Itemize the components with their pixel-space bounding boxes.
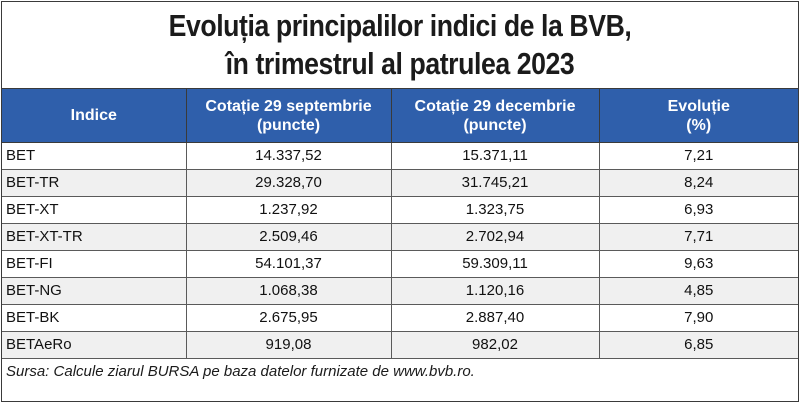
cell-cotatie-decembrie: 982,02 [390, 331, 600, 359]
page-title: Evoluția principalilor indici de la BVB,… [2, 2, 798, 88]
header-cotatie-septembrie-label: Cotație 29 septembrie [205, 97, 372, 115]
cell-cotatie-septembrie: 54.101,37 [185, 250, 392, 278]
table-row: BET-FI 54.101,37 59.309,11 9,63 [2, 250, 798, 278]
table-row: BET-XT-TR 2.509,46 2.702,94 7,71 [2, 223, 798, 251]
header-cotatie-decembrie: Cotație 29 decembrie (puncte) [390, 88, 600, 143]
cell-indice: BET-NG [2, 277, 187, 305]
header-cotatie-decembrie-unit: (puncte) [463, 116, 527, 134]
cell-indice: BET-FI [2, 250, 187, 278]
table-row: BET-NG 1.068,38 1.120,16 4,85 [2, 277, 798, 305]
header-evolutie-label: Evoluție [667, 97, 730, 115]
cell-indice: BETAeRo [2, 331, 187, 359]
cell-cotatie-septembrie: 1.237,92 [185, 196, 392, 224]
title-line-2: în trimestrul al patrulea 2023 [225, 46, 575, 81]
cell-cotatie-decembrie: 2.887,40 [390, 304, 600, 332]
cell-evolutie: 9,63 [598, 250, 798, 278]
indices-table: Indice Cotație 29 septembrie (puncte) Co… [2, 88, 798, 359]
cell-evolutie: 6,93 [598, 196, 798, 224]
cell-cotatie-decembrie: 15.371,11 [390, 142, 600, 170]
source-note: Sursa: Calcule ziarul BURSA pe baza date… [6, 363, 475, 380]
cell-cotatie-septembrie: 29.328,70 [185, 169, 392, 197]
header-indice: Indice [2, 88, 187, 143]
table-row: BETAeRo 919,08 982,02 6,85 [2, 331, 798, 359]
cell-cotatie-decembrie: 2.702,94 [390, 223, 600, 251]
table-row: BET-BK 2.675,95 2.887,40 7,90 [2, 304, 798, 332]
title-line-1: Evoluția principalilor indici de la BVB, [168, 8, 632, 43]
cell-indice: BET-XT [2, 196, 187, 224]
table-row: BET-XT 1.237,92 1.323,75 6,93 [2, 196, 798, 224]
cell-indice: BET-XT-TR [2, 223, 187, 251]
cell-cotatie-decembrie: 1.323,75 [390, 196, 600, 224]
cell-cotatie-septembrie: 2.675,95 [185, 304, 392, 332]
cell-cotatie-septembrie: 14.337,52 [185, 142, 392, 170]
header-cotatie-septembrie: Cotație 29 septembrie (puncte) [185, 88, 392, 143]
cell-cotatie-septembrie: 919,08 [185, 331, 392, 359]
cell-evolutie: 7,71 [598, 223, 798, 251]
header-evolutie-unit: (%) [686, 116, 712, 134]
cell-indice: BET-BK [2, 304, 187, 332]
table-row: BET 14.337,52 15.371,11 7,21 [2, 142, 798, 170]
header-cotatie-septembrie-unit: (puncte) [256, 116, 321, 134]
cell-cotatie-decembrie: 1.120,16 [390, 277, 600, 305]
cell-evolutie: 8,24 [598, 169, 798, 197]
cell-cotatie-decembrie: 31.745,21 [390, 169, 600, 197]
cell-cotatie-septembrie: 2.509,46 [185, 223, 392, 251]
header-indice-label: Indice [70, 107, 117, 124]
table-header-row: Indice Cotație 29 septembrie (puncte) Co… [2, 88, 798, 143]
cell-indice: BET [2, 142, 187, 170]
header-cotatie-decembrie-label: Cotație 29 decembrie [414, 97, 576, 115]
cell-cotatie-septembrie: 1.068,38 [185, 277, 392, 305]
cell-evolutie: 7,21 [598, 142, 798, 170]
cell-evolutie: 6,85 [598, 331, 798, 359]
cell-evolutie: 7,90 [598, 304, 798, 332]
header-evolutie: Evoluție (%) [598, 88, 798, 143]
table-row: BET-TR 29.328,70 31.745,21 8,24 [2, 169, 798, 197]
cell-cotatie-decembrie: 59.309,11 [390, 250, 600, 278]
cell-evolutie: 4,85 [598, 277, 798, 305]
cell-indice: BET-TR [2, 169, 187, 197]
